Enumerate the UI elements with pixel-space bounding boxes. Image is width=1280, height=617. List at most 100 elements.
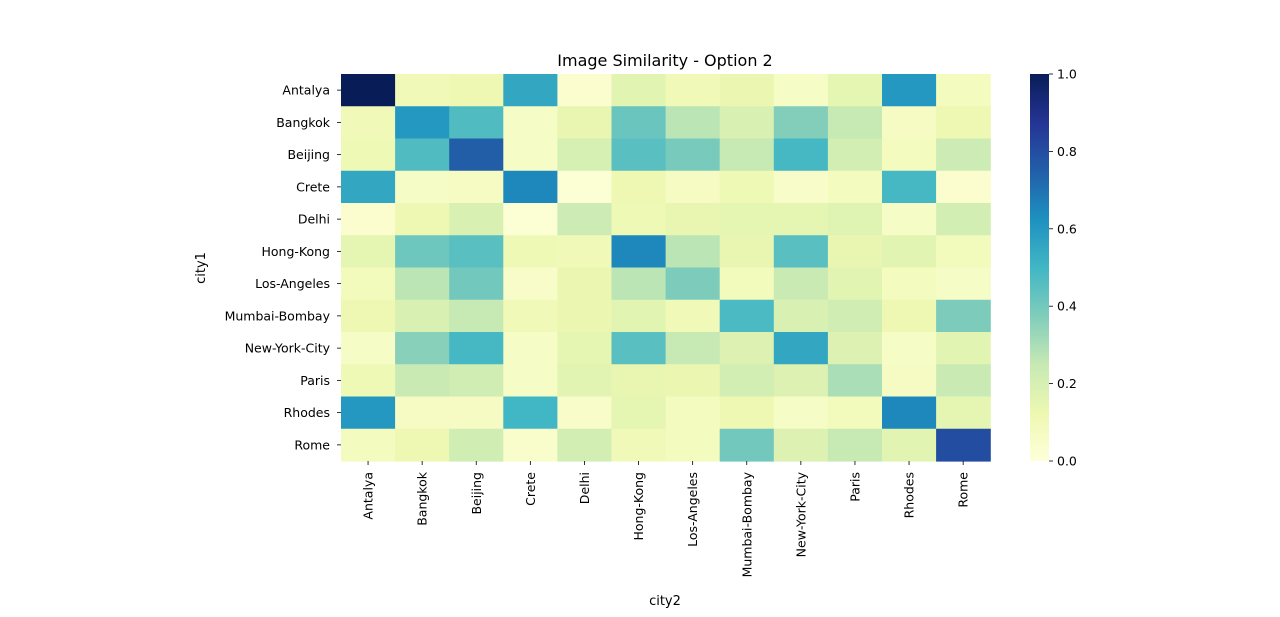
heatmap-cell-Rhodes-Delhi xyxy=(557,396,613,430)
heatmap-cell-Paris-Bangkok xyxy=(395,364,450,398)
y-tick-label: Mumbai-Bombay xyxy=(225,308,331,323)
heatmap-cell-Hong-Kong-Los-Angeles xyxy=(665,235,721,269)
heatmap-cell-Hong-Kong-Rhodes xyxy=(882,235,937,269)
heatmap-cell-Delhi-Rhodes xyxy=(882,203,937,236)
heatmap-cell-Rhodes-Beijing xyxy=(449,396,504,430)
heatmap-cell-Crete-Delhi xyxy=(557,170,613,204)
y-tick-label: Beijing xyxy=(287,147,330,162)
x-tick-label: Rhodes xyxy=(902,472,917,518)
heatmap-cell-Los-Angeles-Crete xyxy=(503,267,558,301)
heatmap-cell-Rhodes-Los-Angeles xyxy=(665,396,721,430)
y-tick-label: Paris xyxy=(300,373,330,388)
colorbar-tick-label: 0.0 xyxy=(1057,454,1077,469)
heatmap-cell-Crete-Mumbai-Bombay xyxy=(719,170,775,204)
x-tick-label: Antalya xyxy=(361,472,376,520)
heatmap-cell-Delhi-Rome xyxy=(936,203,991,236)
heatmap-cell-New-York-City-Los-Angeles xyxy=(665,332,721,365)
y-tick-labels: Antalya Bangkok Beijing Crete Delhi Hong-Kong… xyxy=(225,83,341,452)
heatmap-cell-Rome-Beijing xyxy=(449,428,504,462)
heatmap-cell-Bangkok-Delhi xyxy=(557,106,613,140)
heatmap-cell-Beijing-Paris xyxy=(827,138,883,172)
heatmap-cell-Mumbai-Bombay-Bangkok xyxy=(395,299,450,333)
heatmap-cell-New-York-City-Hong-Kong xyxy=(611,332,667,365)
heatmap-cell-Crete-Los-Angeles xyxy=(665,170,721,204)
x-tick-label: Beijing xyxy=(469,472,484,515)
heatmap-cell-Crete-Antalya xyxy=(341,170,396,204)
x-axis-label: city2 xyxy=(649,594,681,609)
heatmap-cell-Paris-Paris xyxy=(827,364,883,398)
heatmap-cell-Delhi-Crete xyxy=(503,203,558,236)
heatmap-cell-Los-Angeles-Beijing xyxy=(449,267,504,301)
heatmap-cell-Rome-Mumbai-Bombay xyxy=(719,428,775,462)
y-axis-label: city1 xyxy=(194,252,209,284)
heatmap-cell-Hong-Kong-Hong-Kong xyxy=(611,235,667,269)
heatmap-cell-Antalya-Rhodes xyxy=(882,74,937,107)
heatmap-cell-Paris-Delhi xyxy=(557,364,613,398)
heatmap-cell-Delhi-Delhi xyxy=(557,203,613,236)
heatmap-cell-New-York-City-Beijing xyxy=(449,332,504,365)
heatmap-cell-Delhi-Los-Angeles xyxy=(665,203,721,236)
heatmap-cell-Rhodes-Antalya xyxy=(341,396,396,430)
heatmap-cell-Rome-New-York-City xyxy=(773,428,829,462)
heatmap-cell-Beijing-Rhodes xyxy=(882,138,937,172)
heatmap-cell-Hong-Kong-Delhi xyxy=(557,235,613,269)
heatmap-cell-Los-Angeles-Paris xyxy=(827,267,883,301)
heatmap-cell-Mumbai-Bombay-Beijing xyxy=(449,299,504,333)
heatmap-cell-Delhi-Bangkok xyxy=(395,203,450,236)
x-tick-label: Hong-Kong xyxy=(631,472,646,541)
heatmap-cell-New-York-City-Paris xyxy=(827,332,883,365)
heatmap-cell-Crete-Beijing xyxy=(449,170,504,204)
heatmap-cell-Antalya-Paris xyxy=(827,74,883,107)
heatmap-cell-Delhi-New-York-City xyxy=(773,203,829,236)
heatmap-cell-New-York-City-Rome xyxy=(936,332,991,365)
heatmap-cell-Delhi-Hong-Kong xyxy=(611,203,667,236)
colorbar-tick-label: 1.0 xyxy=(1057,67,1077,82)
heatmap-cell-Beijing-New-York-City xyxy=(773,138,829,172)
heatmap-cell-Paris-Beijing xyxy=(449,364,504,398)
colorbar-tick-label: 0.6 xyxy=(1057,221,1077,236)
heatmap-cell-Beijing-Beijing xyxy=(449,138,504,172)
y-tick-label: Hong-Kong xyxy=(262,244,331,259)
y-tick-label: Delhi xyxy=(298,212,330,227)
colorbar xyxy=(1030,74,1049,461)
x-tick-label: Mumbai-Bombay xyxy=(739,471,754,577)
heatmap-cell-Paris-Antalya xyxy=(341,364,396,398)
heatmap-cell-New-York-City-Rhodes xyxy=(882,332,937,365)
heatmap-cell-Crete-Bangkok xyxy=(395,170,450,204)
heatmap-cell-Hong-Kong-Antalya xyxy=(341,235,396,269)
heatmap-cell-Antalya-Antalya xyxy=(341,74,396,107)
heatmap-cell-Bangkok-Hong-Kong xyxy=(611,106,667,140)
heatmap-cell-Mumbai-Bombay-Los-Angeles xyxy=(665,299,721,333)
heatmap-cell-Mumbai-Bombay-Delhi xyxy=(557,299,613,333)
heatmap-cell-Mumbai-Bombay-Mumbai-Bombay xyxy=(719,299,775,333)
heatmap-cell-Beijing-Delhi xyxy=(557,138,613,172)
heatmap-cell-Rome-Paris xyxy=(827,428,883,462)
heatmap-cell-Rhodes-Mumbai-Bombay xyxy=(719,396,775,430)
heatmap-cell-Beijing-Los-Angeles xyxy=(665,138,721,172)
colorbar-tick-label: 0.8 xyxy=(1057,144,1077,159)
heatmap-cell-Beijing-Mumbai-Bombay xyxy=(719,138,775,172)
heatmap-cell-Beijing-Rome xyxy=(936,138,991,172)
heatmap-cell-Antalya-Delhi xyxy=(557,74,613,107)
heatmap-cell-Bangkok-Los-Angeles xyxy=(665,106,721,140)
heatmap-cell-Antalya-Crete xyxy=(503,74,558,107)
y-tick-label: Bangkok xyxy=(276,115,331,130)
heatmap-cell-Los-Angeles-New-York-City xyxy=(773,267,829,301)
heatmap-cell-Bangkok-Rhodes xyxy=(882,106,937,140)
heatmap-cell-Antalya-Bangkok xyxy=(395,74,450,107)
heatmap-cell-Crete-Hong-Kong xyxy=(611,170,667,204)
heatmap-cell-Crete-Crete xyxy=(503,170,558,204)
heatmap-cell-Los-Angeles-Bangkok xyxy=(395,267,450,301)
heatmap-cell-Rhodes-Rhodes xyxy=(882,396,937,430)
heatmap-cell-Los-Angeles-Mumbai-Bombay xyxy=(719,267,775,301)
heatmap-cell-Rome-Crete xyxy=(503,428,558,462)
heatmap-cell-Bangkok-Paris xyxy=(827,106,883,140)
y-tick-label: Rhodes xyxy=(284,405,330,420)
heatmap-cell-New-York-City-Bangkok xyxy=(395,332,450,365)
heatmap-cell-Rhodes-Crete xyxy=(503,396,558,430)
heatmap-cell-Mumbai-Bombay-Hong-Kong xyxy=(611,299,667,333)
heatmap-cell-Crete-Paris xyxy=(827,170,883,204)
heatmap-cell-Paris-Hong-Kong xyxy=(611,364,667,398)
heatmap-cell-Paris-Rome xyxy=(936,364,991,398)
heatmap-cell-Antalya-Beijing xyxy=(449,74,504,107)
